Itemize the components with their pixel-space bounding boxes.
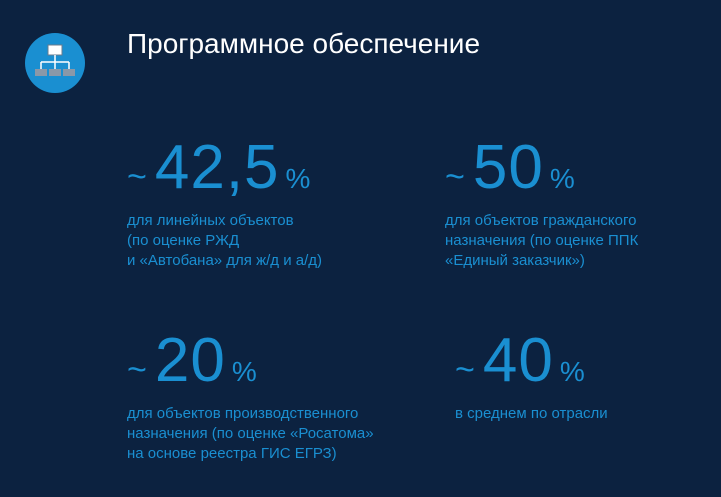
- desc-line: назначения (по оценке ППК: [445, 232, 639, 249]
- desc-line: (по оценке РЖД: [127, 232, 240, 249]
- stat-industry-average: ~ 40 % в среднем по отрасли: [455, 330, 608, 424]
- stat-value: 40: [482, 326, 554, 395]
- desc-line: и «Автобана» для ж/д и а/д): [127, 252, 323, 269]
- desc-line: в среднем по отрасли: [455, 405, 608, 422]
- page-title: Программное обеспечение: [127, 28, 481, 59]
- percent-sign: %: [559, 356, 585, 387]
- desc-line: для объектов производственного: [127, 405, 359, 422]
- approx-sign: ~: [445, 158, 465, 196]
- desc-line: «Единый заказчик»): [445, 252, 585, 269]
- stat-linear-objects: ~ 42,5 % для линейных объектов (по оценк…: [127, 137, 322, 271]
- stat-description: в среднем по отрасли: [455, 404, 608, 424]
- network-hierarchy-icon: [25, 33, 85, 93]
- stat-value: 20: [154, 326, 226, 395]
- approx-sign: ~: [127, 351, 147, 389]
- approx-sign: ~: [127, 158, 147, 196]
- percent-sign: %: [231, 356, 257, 387]
- stat-value: 50: [472, 133, 544, 202]
- stat-value: 42,5: [154, 133, 280, 202]
- desc-line: для объектов гражданского: [445, 212, 637, 229]
- percent-sign: %: [285, 163, 311, 194]
- desc-line: для линейных объектов: [127, 212, 294, 229]
- desc-line: на основе реестра ГИС ЕГРЗ): [127, 445, 337, 462]
- stat-civil-objects: ~ 50 % для объектов гражданского назначе…: [445, 137, 638, 271]
- percent-sign: %: [549, 163, 575, 194]
- stat-description: для объектов гражданского назначения (по…: [445, 211, 638, 271]
- desc-line: назначения (по оценке «Росатома»: [127, 425, 374, 442]
- stat-description: для объектов производственного назначени…: [127, 404, 374, 464]
- stat-industrial-objects: ~ 20 % для объектов производственного на…: [127, 330, 374, 464]
- approx-sign: ~: [455, 351, 475, 389]
- stat-description: для линейных объектов (по оценке РЖД и «…: [127, 211, 322, 271]
